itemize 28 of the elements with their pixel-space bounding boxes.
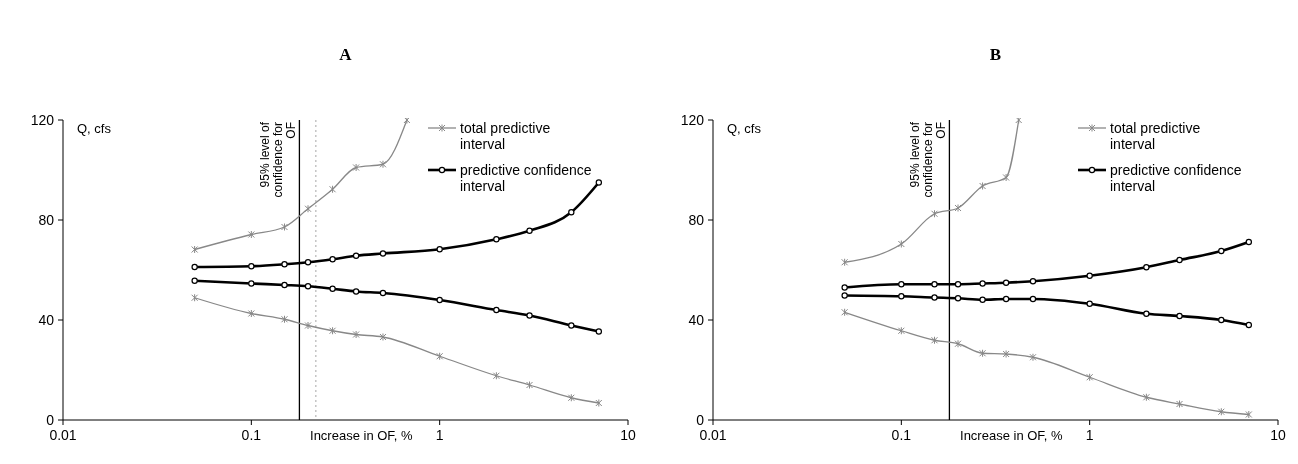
chart-title: B [989, 45, 1002, 64]
x-tick-label: 1 [435, 427, 444, 443]
ref-line-label: 95% level of confidence for OF [258, 121, 299, 198]
legend-label: total predictive interval [1110, 119, 1201, 152]
y-tick-label: 40 [688, 311, 705, 328]
x-tick-label: 10 [620, 427, 636, 443]
y-tick-label: 40 [38, 311, 55, 328]
y-axis-title: Q, cfs [77, 120, 112, 136]
y-tick-label: 120 [30, 111, 55, 128]
x-tick-label: 1 [1085, 427, 1094, 443]
x-tick-label: 0.1 [891, 427, 912, 443]
legend-label: predictive confidence interval [460, 161, 592, 194]
ref-line-label: 95% level of confidence for OF [908, 121, 949, 198]
x-tick-label: 0.01 [699, 427, 727, 443]
x-axis-title: Increase in OF, % [960, 428, 1064, 443]
chart-title: A [339, 45, 353, 64]
x-tick-label: 0.1 [241, 427, 262, 443]
y-tick-label: 120 [680, 111, 705, 128]
x-tick-label: 0.01 [49, 427, 77, 443]
y-tick-label: 80 [688, 211, 705, 228]
legend-label: predictive confidence interval [1110, 161, 1242, 194]
legend-label: total predictive interval [460, 119, 551, 152]
y-tick-label: 80 [38, 211, 55, 228]
x-axis-title: Increase in OF, % [310, 428, 414, 443]
y-axis-title: Q, cfs [727, 120, 762, 136]
y-tick-label: 0 [46, 411, 55, 428]
y-tick-label: 0 [696, 411, 705, 428]
x-tick-label: 10 [1270, 427, 1286, 443]
